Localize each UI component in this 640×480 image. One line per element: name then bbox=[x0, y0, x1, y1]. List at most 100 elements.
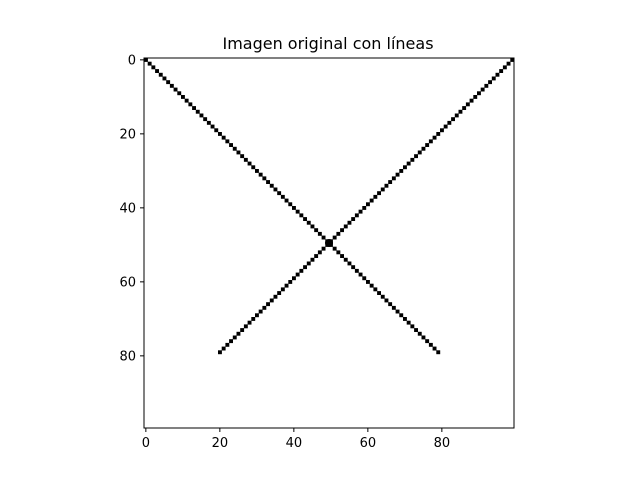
line-pixel bbox=[295, 272, 300, 277]
line-pixel bbox=[428, 139, 433, 144]
y-tick-label: 80 bbox=[119, 349, 136, 364]
line-pixel bbox=[151, 65, 156, 70]
line-pixel bbox=[436, 350, 441, 355]
line-pixel bbox=[369, 198, 374, 203]
line-pixel bbox=[273, 187, 278, 192]
line-pixel bbox=[210, 124, 215, 129]
line-pixel bbox=[377, 291, 381, 295]
line-pixel bbox=[358, 272, 363, 277]
x-tick-label: 80 bbox=[434, 436, 451, 451]
line-pixel bbox=[266, 180, 270, 184]
line-pixel bbox=[173, 87, 178, 92]
line-pixel bbox=[303, 217, 307, 221]
line-pixel bbox=[406, 161, 411, 166]
line-pixel bbox=[144, 58, 148, 62]
y-tick-label: 60 bbox=[119, 275, 136, 290]
line-pixel bbox=[369, 283, 374, 288]
line-pixel bbox=[440, 128, 444, 133]
line-pixel bbox=[377, 191, 381, 196]
line-pixel bbox=[443, 124, 448, 129]
line-pixel bbox=[306, 261, 311, 266]
line-pixel bbox=[273, 294, 278, 299]
line-pixel bbox=[284, 198, 289, 203]
line-pixel bbox=[225, 342, 230, 347]
y-tick-label: 20 bbox=[119, 127, 136, 142]
line-pixel bbox=[192, 106, 196, 110]
line-pixel bbox=[347, 220, 352, 225]
line-pixel bbox=[269, 183, 274, 188]
x-tick-label: 60 bbox=[360, 436, 377, 451]
line-pixel bbox=[425, 143, 430, 147]
line-pixel bbox=[255, 313, 259, 318]
line-pixel bbox=[314, 254, 319, 258]
line-pixel bbox=[388, 180, 393, 184]
y-tick-label: 40 bbox=[119, 201, 136, 216]
line-pixel bbox=[247, 161, 252, 166]
line-pixel bbox=[469, 98, 474, 103]
line-pixel bbox=[255, 169, 259, 173]
line-pixel bbox=[232, 335, 237, 340]
line-pixel bbox=[384, 298, 389, 303]
x-tick-label: 20 bbox=[212, 436, 229, 451]
line-pixel bbox=[321, 246, 326, 251]
line-pixel bbox=[181, 95, 185, 99]
line-pixel bbox=[310, 257, 315, 262]
line-pixel bbox=[366, 280, 370, 284]
line-pixel bbox=[258, 309, 263, 314]
line-pixel bbox=[347, 261, 352, 266]
line-pixel bbox=[292, 276, 296, 281]
line-pixel bbox=[221, 346, 226, 351]
line-pixel bbox=[436, 132, 441, 136]
line-pixel bbox=[288, 202, 293, 207]
line-pixel bbox=[169, 83, 174, 88]
line-pixel bbox=[425, 339, 430, 344]
chart-title: Imagen original con líneas bbox=[222, 34, 433, 53]
line-pixel bbox=[162, 76, 167, 81]
line-pixel bbox=[314, 228, 319, 233]
x-axis: 0 20 40 60 80 bbox=[142, 428, 450, 451]
line-pixel bbox=[391, 305, 396, 310]
line-pixel bbox=[366, 202, 370, 207]
line-pixel bbox=[373, 287, 378, 292]
line-pixel bbox=[421, 335, 426, 340]
line-pixel bbox=[373, 194, 378, 199]
line-pixel bbox=[284, 283, 289, 288]
line-pixel bbox=[295, 209, 300, 214]
line-pixel bbox=[488, 80, 492, 85]
line-pixel bbox=[395, 309, 400, 314]
line-pixel bbox=[447, 120, 452, 125]
line-pixel bbox=[410, 157, 415, 162]
line-pixel bbox=[262, 176, 267, 181]
line-pixel bbox=[232, 146, 237, 151]
line-pixel bbox=[388, 302, 393, 307]
line-pixel bbox=[243, 157, 248, 162]
line-pixel bbox=[195, 109, 200, 114]
line-pixel bbox=[391, 176, 396, 181]
line-pixel bbox=[432, 135, 437, 140]
y-axis: 0 20 40 60 80 bbox=[119, 53, 144, 364]
line-pixel bbox=[258, 172, 263, 177]
line-pixel bbox=[417, 150, 422, 155]
intersection-point bbox=[325, 239, 333, 247]
line-pixel bbox=[158, 72, 163, 77]
line-pixel bbox=[399, 169, 404, 173]
line-pixel bbox=[510, 58, 515, 62]
line-pixel bbox=[243, 324, 248, 329]
line-pixel bbox=[240, 328, 245, 332]
line-pixel bbox=[491, 76, 496, 81]
line-pixel bbox=[343, 224, 348, 229]
line-pixel bbox=[462, 106, 467, 110]
line-pixel bbox=[280, 287, 285, 292]
line-pixel bbox=[280, 194, 285, 199]
line-pixel bbox=[414, 328, 418, 332]
line-pixel bbox=[332, 246, 337, 251]
line-pixel bbox=[299, 213, 304, 218]
line-pixel bbox=[384, 183, 389, 188]
line-pixel bbox=[288, 280, 293, 284]
line-pixel bbox=[240, 154, 245, 159]
line-pixel bbox=[362, 276, 367, 281]
line-pixel bbox=[395, 172, 400, 177]
line-pixel bbox=[351, 265, 356, 270]
line-pixel bbox=[299, 268, 304, 273]
